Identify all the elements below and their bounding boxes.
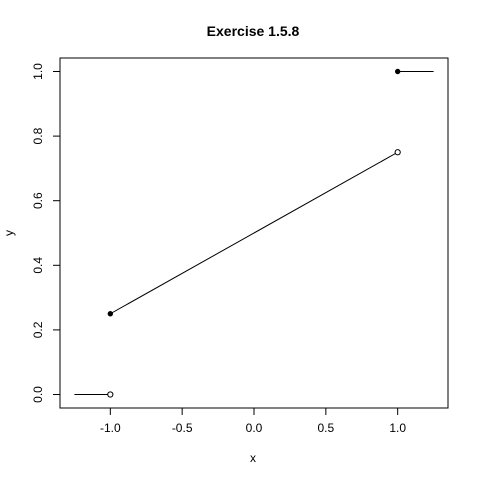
- filled-point-2: [107, 311, 114, 317]
- filled-point-4: [394, 68, 401, 75]
- open-point-3: [394, 149, 401, 156]
- series-points: [107, 68, 401, 398]
- x-axis-label: x: [250, 451, 256, 465]
- x-tick-label: -1.0: [100, 421, 121, 435]
- x-tick-label: 0.5: [317, 421, 334, 435]
- line-segment-2: [110, 151, 398, 315]
- chart-title: Exercise 1.5.8: [207, 23, 300, 39]
- y-axis: 0.0 0.2 0.4 0.6 0.8 1.0: [31, 63, 61, 403]
- y-tick-label: 0.4: [31, 257, 45, 274]
- y-tick-label: 0.2: [31, 321, 45, 338]
- y-axis-label: y: [2, 230, 16, 236]
- y-tick-label: 0.6: [31, 192, 45, 209]
- open-point-1: [107, 391, 114, 398]
- y-tick-label: 1.0: [31, 63, 45, 80]
- x-tick-label: -0.5: [172, 421, 193, 435]
- x-axis: -1.0 -0.5 0.0 0.5 1.0: [100, 407, 406, 435]
- x-tick-label: 1.0: [389, 421, 406, 435]
- y-tick-label: 0.8: [31, 127, 45, 144]
- y-tick-label: 0.0: [31, 386, 45, 403]
- x-tick-label: 0.0: [246, 421, 263, 435]
- series-lines: [74, 71, 434, 395]
